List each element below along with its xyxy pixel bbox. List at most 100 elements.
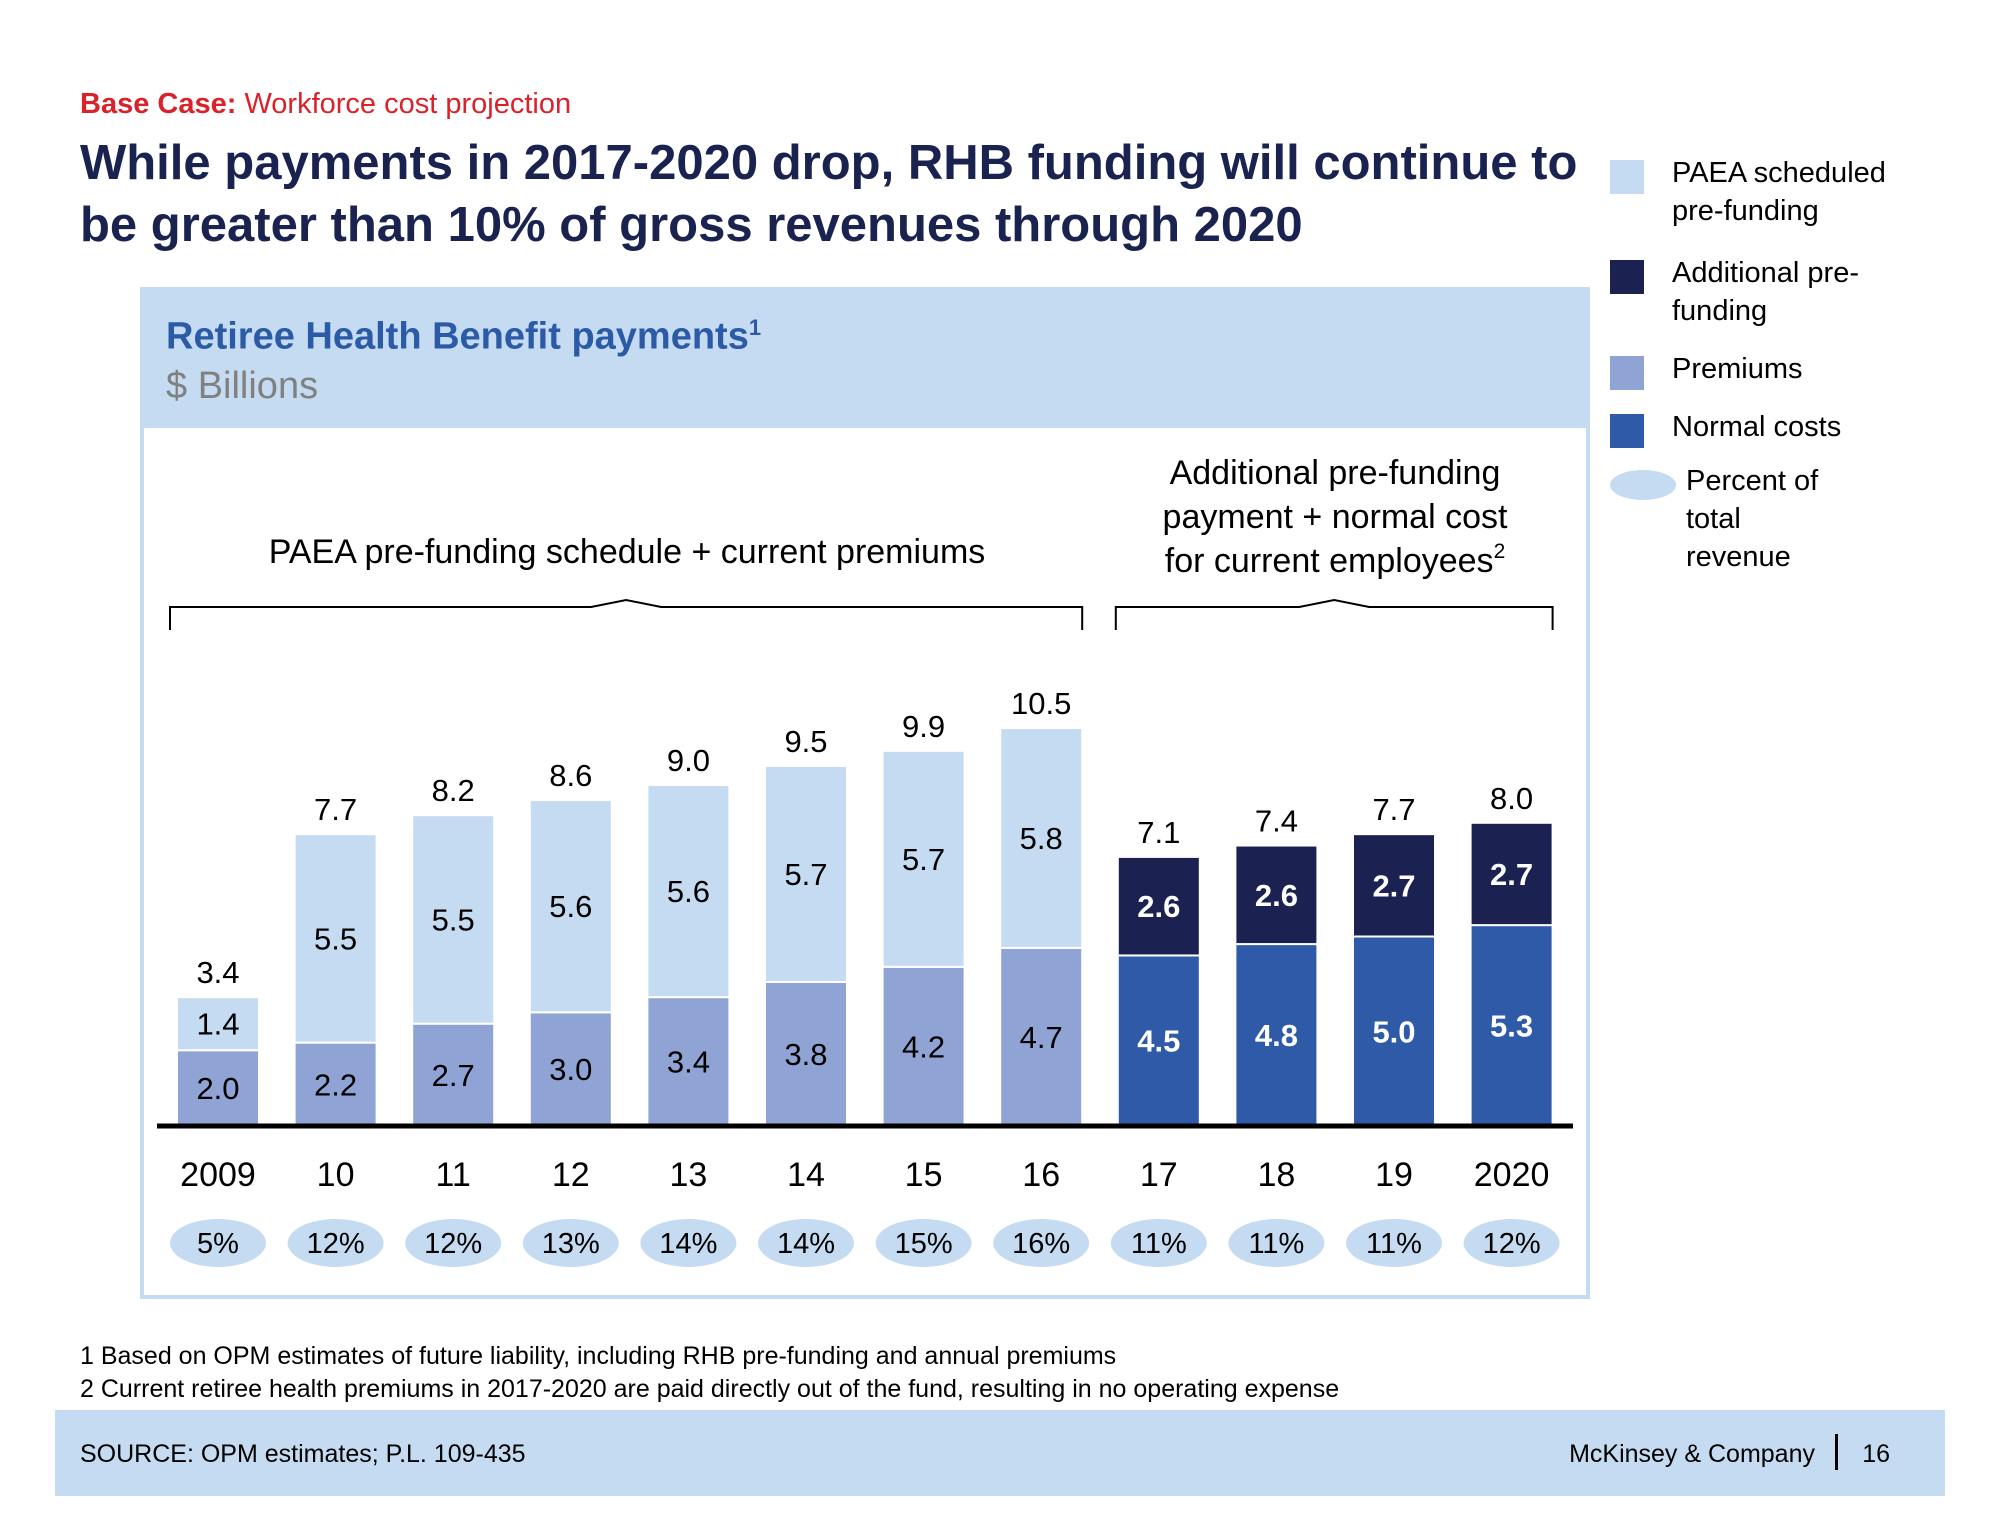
percent-label-18: 11% [1248,1228,1304,1260]
data-label-16-0: 4.7 [1020,1020,1063,1055]
percent-label-16: 16% [1012,1228,1070,1260]
total-label-19: 7.7 [1372,792,1415,827]
percent-oval-2020 [1463,1219,1560,1267]
data-label-11-0: 2.7 [432,1058,475,1093]
total-label-13: 9.0 [667,743,710,778]
legend-swatch [1610,160,1644,194]
legend-swatch [1610,356,1644,390]
bar-segment-2009-1 [176,996,260,1052]
percent-label-12: 13% [542,1228,600,1260]
data-label-10-0: 2.2 [314,1067,357,1102]
total-label-18: 7.4 [1255,804,1298,839]
percent-label-10: 12% [307,1228,365,1260]
legend-label: Percent of total revenue [1686,465,1819,573]
page-number: 16 [1862,1440,1890,1468]
bar-segment-11-1 [411,814,496,1025]
legend: PAEA scheduled pre-funding Additional pre… [1610,150,1980,573]
bar-segment-2020-3 [1469,821,1554,927]
chart-header: Retiree Health Benefit payments1 $ Billi… [144,291,1586,428]
bar-segment-19-3 [1352,833,1436,938]
kicker-label: Base Case: [80,88,237,120]
bar-segment-15-0 [881,965,966,1127]
total-label-2020: 8.0 [1490,781,1533,816]
data-label-12-1: 5.6 [549,889,592,924]
x-tick-label-10: 10 [317,1156,355,1194]
data-label-14-0: 3.8 [784,1037,827,1072]
percent-oval-12 [522,1219,619,1267]
chart-unit: $ Billions [166,365,319,407]
annotation-right-line: Additional pre-funding [1170,454,1501,492]
total-label-10: 7.7 [314,792,357,827]
kicker: Base Case: Workforce cost projection [80,88,571,121]
percent-oval-16 [993,1219,1090,1267]
percent-oval-14 [758,1219,854,1267]
percent-oval-19 [1346,1219,1442,1267]
total-label-16: 10.5 [1011,686,1071,721]
x-tick-label-14: 14 [787,1156,825,1194]
legend-label: PAEA scheduled pre-funding [1672,157,1886,227]
page-title: While payments in 2017-2020 drop, RHB fu… [80,136,1578,252]
total-label-17: 7.1 [1137,815,1180,850]
annotation-right-line: for current employees [1165,542,1494,580]
data-label-11-1: 5.5 [432,902,475,937]
bar-segment-16-1 [999,727,1084,949]
brand-name: McKinsey & Company [1569,1440,1815,1468]
bar-segment-2009-0 [176,1049,260,1127]
bar-segment-16-0 [999,946,1084,1127]
chart-title-footnote-ref: 1 [748,315,762,340]
bar-segment-12-0 [528,1011,613,1127]
percent-label-15: 15% [895,1228,953,1260]
legend-swatch [1610,414,1644,448]
data-label-10-1: 5.5 [314,921,357,956]
percent-oval-17 [1110,1219,1207,1267]
total-label-2009: 3.4 [196,955,239,990]
percent-label-14: 14% [777,1228,835,1260]
bar-segment-18-2 [1234,943,1319,1128]
bar-segment-17-2 [1116,954,1201,1128]
data-label-16-1: 5.8 [1020,821,1063,856]
footnote-2: 2 Current retiree health premiums in 201… [80,1375,1340,1403]
x-tick-label-19: 19 [1375,1156,1413,1194]
bar-segment-19-2 [1352,935,1436,1127]
data-label-15-0: 4.2 [902,1029,945,1064]
bar-segment-11-0 [411,1022,496,1127]
legend-swatch [1610,470,1676,500]
bar-segment-14-1 [764,764,848,983]
percent-oval-2009 [170,1219,266,1267]
data-label-18-3: 2.6 [1255,878,1298,913]
footnotes: 1 Based on OPM estimates of future liabi… [80,1340,1339,1406]
annotation-right-footnote-ref: 2 [1494,540,1506,563]
data-label-17-3: 2.6 [1137,889,1180,924]
data-label-2020-3: 2.7 [1490,857,1533,892]
total-label-14: 9.5 [784,724,827,759]
percent-oval-15 [875,1219,972,1267]
annotation-left: PAEA pre-funding schedule + current prem… [269,533,986,571]
percent-oval-13 [640,1219,737,1267]
x-tick-label-11: 11 [436,1156,471,1194]
percent-label-19: 11% [1366,1228,1422,1260]
annotation-right: Additional pre-funding payment + normal c… [1163,454,1508,580]
bar-segment-12-1 [528,799,613,1014]
percent-label-17: 11% [1131,1228,1187,1260]
percent-oval-18 [1228,1219,1325,1267]
total-label-12: 8.6 [549,758,592,793]
chart-title-text: Retiree Health Benefit payments [166,315,749,358]
x-tick-label-17: 17 [1140,1156,1178,1194]
legend-label: Normal costs [1672,411,1842,443]
data-label-2020-2: 5.3 [1490,1009,1533,1044]
data-label-15-1: 5.7 [902,842,945,877]
x-tick-label-2009: 2009 [180,1156,256,1194]
bar-segment-15-1 [881,749,966,968]
bracket-left [169,598,1084,630]
data-label-13-0: 3.4 [667,1045,710,1080]
footer-divider [1835,1434,1838,1470]
data-label-2009-0: 2.0 [196,1071,239,1106]
legend-label: Premiums [1672,353,1803,385]
data-label-17-2: 4.5 [1137,1024,1180,1059]
percent-oval-11 [405,1219,502,1267]
bar-segment-17-3 [1116,855,1201,957]
total-label-15: 9.9 [902,709,945,744]
x-tick-label-13: 13 [669,1156,707,1194]
percent-oval-10 [287,1219,384,1267]
